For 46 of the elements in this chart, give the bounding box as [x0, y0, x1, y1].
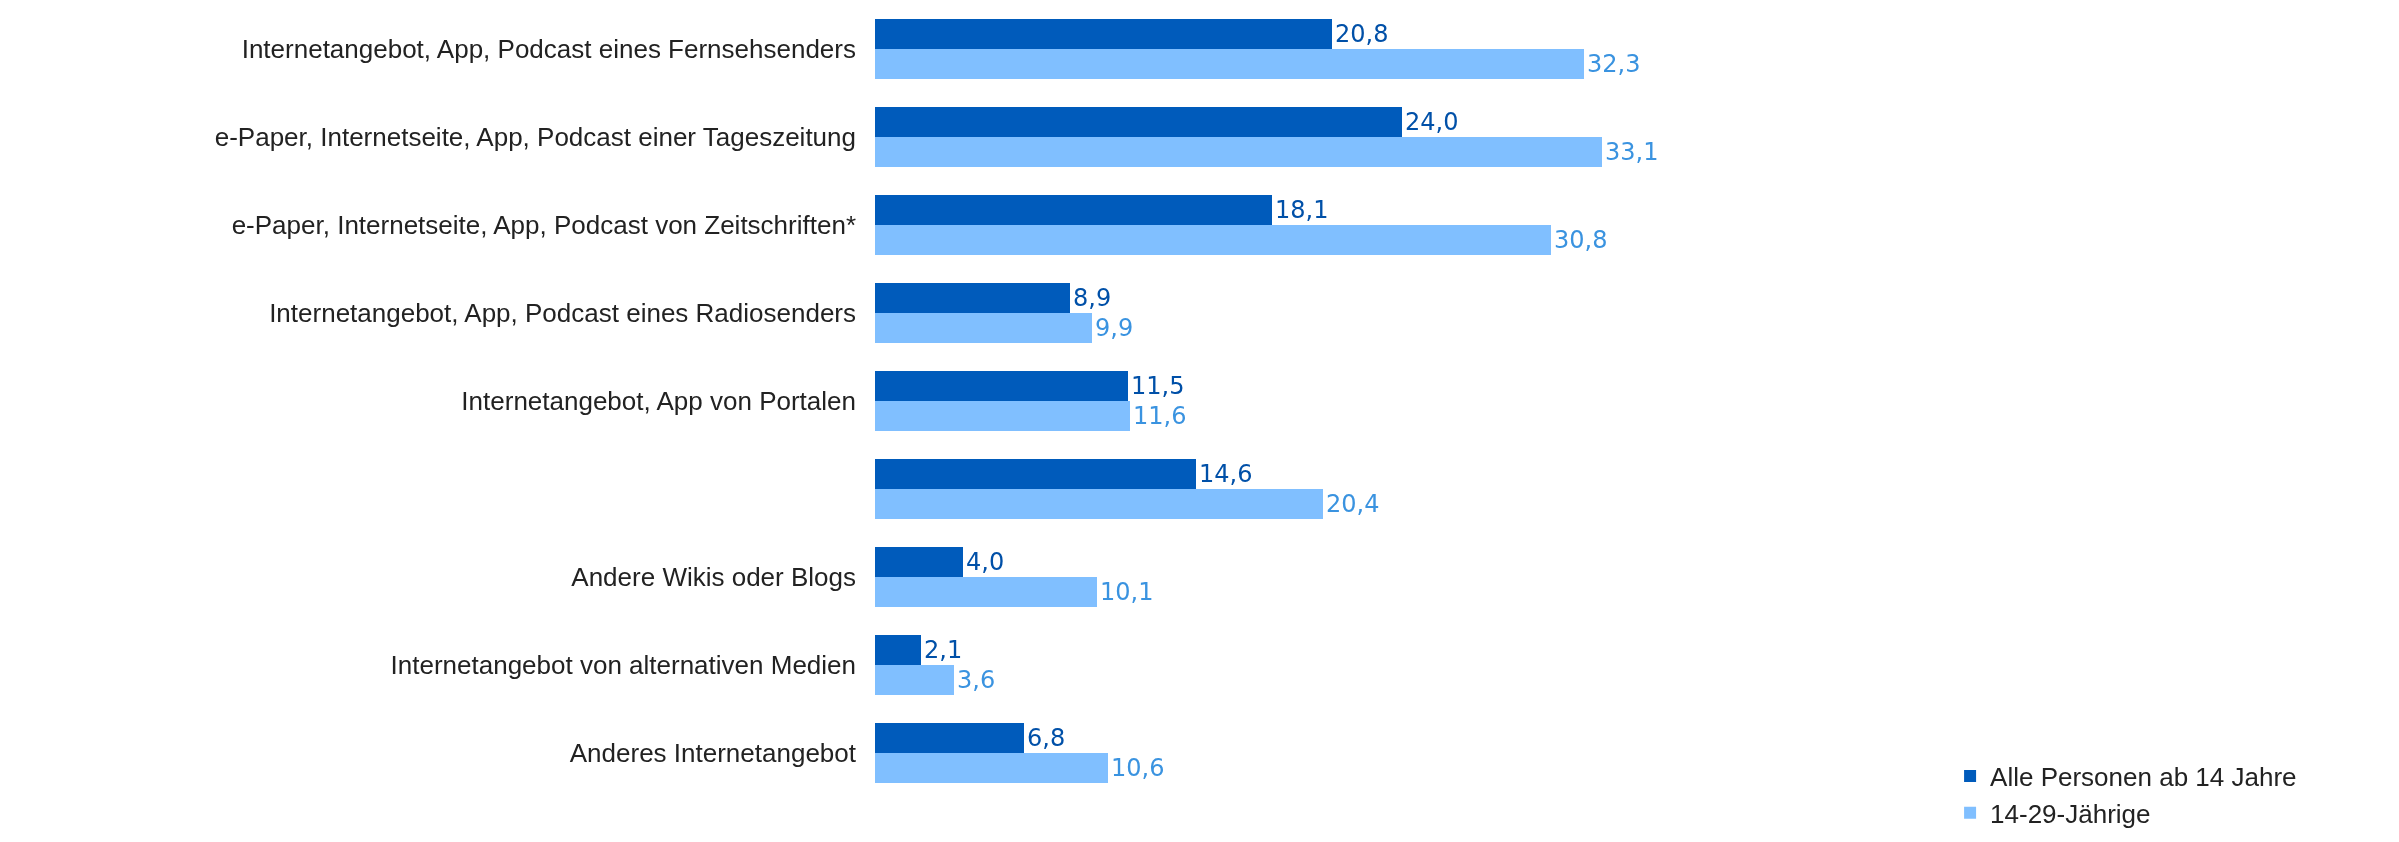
- bar: [875, 723, 1024, 753]
- y-tick-label: Anderes Internetangebot: [569, 738, 857, 769]
- bar: [875, 195, 1272, 225]
- y-tick-label: e-Paper, Internetseite, App, Podcast von Zeitschriften*: [231, 210, 856, 241]
- y-tick-label: Internetangebot, App von Portalen: [461, 386, 856, 417]
- y-tick-label: Internetangebot, App, Podcast eines Fernsehsenders: [241, 34, 856, 65]
- bar: [875, 547, 963, 577]
- data-label: 2,1: [924, 636, 963, 664]
- bar: [875, 459, 1196, 489]
- data-label: 18,1: [1275, 196, 1329, 224]
- bar: [875, 107, 1402, 137]
- data-label: 9,9: [1095, 314, 1134, 342]
- bar: [875, 753, 1108, 783]
- y-tick-label: Internetangebot von alternativen Medien: [390, 650, 856, 681]
- y-tick-label: Andere Wikis oder Blogs: [571, 562, 856, 593]
- data-label: 4,0: [966, 548, 1005, 576]
- data-label: 33,1: [1605, 138, 1659, 166]
- bar: [875, 577, 1097, 607]
- data-label: 24,0: [1405, 108, 1459, 136]
- data-label: 32,3: [1587, 50, 1641, 78]
- data-label: 11,6: [1133, 402, 1187, 430]
- data-label: 10,6: [1111, 754, 1165, 782]
- bar: [875, 225, 1551, 255]
- data-label: 20,8: [1335, 20, 1389, 48]
- data-label: 30,8: [1554, 226, 1608, 254]
- y-tick-label: e-Paper, Internetseite, App, Podcast einer Tageszeitung: [214, 122, 856, 153]
- data-label: 10,1: [1100, 578, 1154, 606]
- legend-label: 14-29-Jährige: [1990, 798, 2151, 829]
- y-tick-label: Internetangebot, App, Podcast eines Radiosenders: [269, 298, 856, 329]
- data-label: 8,9: [1073, 284, 1112, 312]
- bar: [875, 635, 921, 665]
- data-label: 6,8: [1027, 724, 1066, 752]
- data-label: 11,5: [1131, 372, 1185, 400]
- data-label: 3,6: [957, 666, 996, 694]
- bar: [875, 283, 1070, 313]
- bar: [875, 371, 1128, 401]
- bar: [875, 313, 1092, 343]
- legend-label: Alle Personen ab 14 Jahre: [1990, 762, 2297, 793]
- bar: [875, 49, 1584, 79]
- data-label: 14,6: [1199, 460, 1253, 488]
- data-label: 20,4: [1326, 490, 1380, 518]
- bar: [875, 401, 1130, 431]
- bar: [875, 137, 1602, 167]
- bar: [875, 19, 1332, 49]
- bar: [875, 489, 1323, 519]
- bar: [875, 665, 954, 695]
